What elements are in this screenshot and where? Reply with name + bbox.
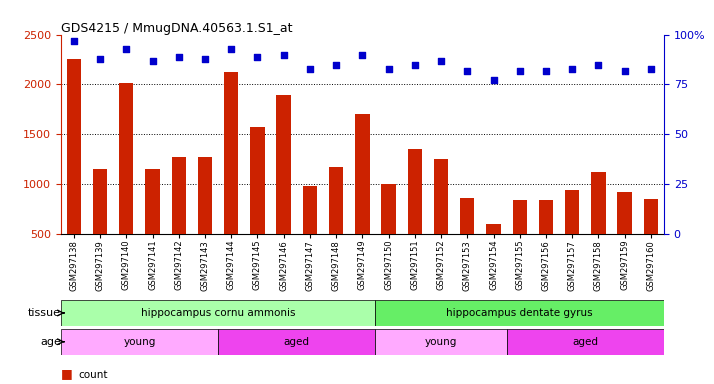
Bar [434, 159, 448, 284]
Point [356, 51, 368, 58]
Bar [376, 329, 507, 355]
Bar [644, 199, 658, 284]
Point [645, 65, 657, 71]
Bar [224, 71, 238, 284]
Bar [408, 149, 422, 284]
Point [566, 65, 578, 71]
Point [252, 53, 263, 60]
Point [593, 61, 604, 68]
Bar [329, 167, 343, 284]
Point [68, 38, 79, 44]
Bar [355, 114, 370, 284]
Point [436, 58, 447, 64]
Text: ■: ■ [61, 367, 72, 380]
Bar [460, 198, 475, 284]
Point [461, 68, 473, 74]
Bar [218, 329, 376, 355]
Text: hippocampus dentate gyrus: hippocampus dentate gyrus [446, 308, 593, 318]
Text: tissue: tissue [28, 308, 61, 318]
Bar [486, 224, 501, 284]
Bar [618, 192, 632, 284]
Bar [565, 190, 580, 284]
Point [383, 65, 394, 71]
Bar [276, 96, 291, 284]
Bar [66, 58, 81, 284]
Bar [513, 200, 527, 284]
Bar [119, 83, 134, 284]
Point [331, 61, 342, 68]
Text: aged: aged [573, 337, 598, 347]
Point [540, 68, 552, 74]
Bar [376, 300, 664, 326]
Text: hippocampus cornu ammonis: hippocampus cornu ammonis [141, 308, 296, 318]
Point [278, 51, 289, 58]
Point [409, 61, 421, 68]
Bar [93, 169, 107, 284]
Bar [171, 157, 186, 284]
Bar [145, 169, 160, 284]
Point [147, 58, 159, 64]
Point [619, 68, 630, 74]
Point [514, 68, 526, 74]
Text: GDS4215 / MmugDNA.40563.1.S1_at: GDS4215 / MmugDNA.40563.1.S1_at [61, 22, 292, 35]
Point [173, 53, 184, 60]
Bar [381, 184, 396, 284]
Point [226, 45, 237, 51]
Text: aged: aged [283, 337, 310, 347]
Point [304, 65, 316, 71]
Text: young: young [425, 337, 457, 347]
Point [488, 78, 499, 84]
Bar [539, 200, 553, 284]
Point [199, 55, 211, 61]
Text: count: count [79, 370, 108, 380]
Bar [507, 329, 664, 355]
Bar [61, 300, 376, 326]
Point [94, 55, 106, 61]
Bar [198, 157, 212, 284]
Bar [61, 329, 218, 355]
Bar [591, 172, 605, 284]
Bar [250, 127, 265, 284]
Point [121, 45, 132, 51]
Text: age: age [40, 337, 61, 347]
Bar [303, 186, 317, 284]
Text: young: young [124, 337, 156, 347]
